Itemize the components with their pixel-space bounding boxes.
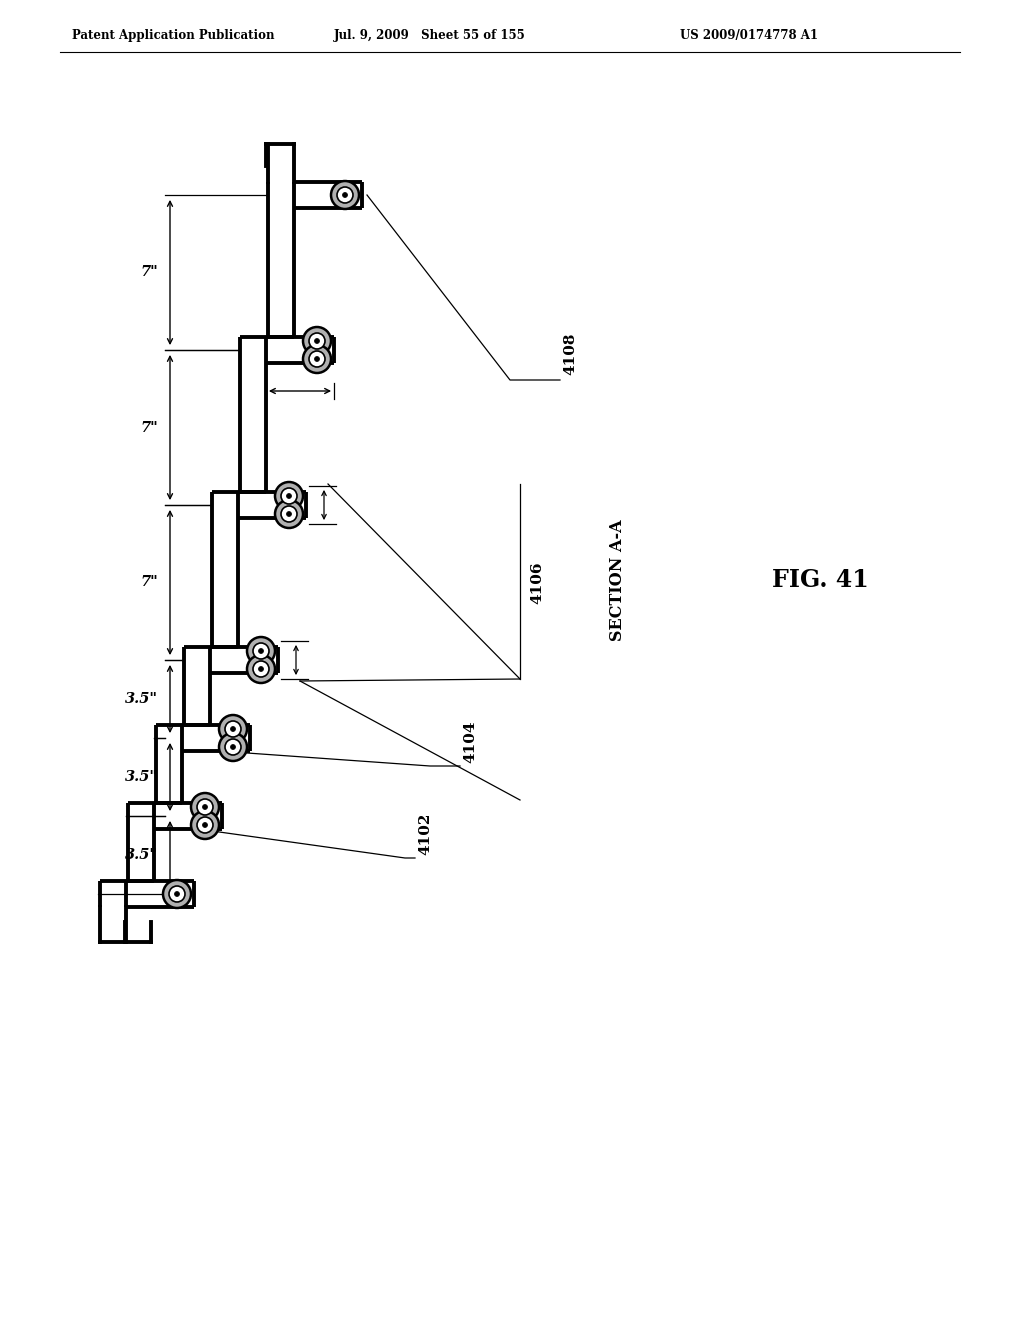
Circle shape [174,891,179,896]
Circle shape [253,643,269,659]
Circle shape [287,494,292,499]
Circle shape [309,333,325,348]
Circle shape [275,500,303,528]
Text: 7": 7" [140,421,158,434]
Text: FIG. 41: FIG. 41 [772,568,868,591]
Circle shape [219,733,247,762]
Circle shape [309,351,325,367]
Circle shape [287,511,292,516]
Text: Jul. 9, 2009   Sheet 55 of 155: Jul. 9, 2009 Sheet 55 of 155 [334,29,526,41]
Circle shape [225,739,241,755]
Circle shape [191,810,219,840]
Text: 7": 7" [140,265,158,280]
Circle shape [331,181,359,209]
Circle shape [253,661,269,677]
Text: 7": 7" [140,576,158,590]
Circle shape [275,482,303,510]
Circle shape [281,506,297,521]
Circle shape [230,744,236,750]
Text: SECTION A-A: SECTION A-A [609,519,627,640]
Circle shape [225,721,241,737]
Text: Patent Application Publication: Patent Application Publication [72,29,274,41]
Text: 4108: 4108 [563,333,577,375]
Text: 3.5": 3.5" [125,770,158,784]
Circle shape [197,817,213,833]
Circle shape [303,327,331,355]
Circle shape [163,880,191,908]
Circle shape [303,345,331,374]
Circle shape [258,667,263,672]
Text: US 2009/0174778 A1: US 2009/0174778 A1 [680,29,818,41]
Circle shape [342,193,347,198]
Circle shape [337,187,353,203]
Circle shape [219,715,247,743]
Circle shape [197,799,213,814]
Text: 3.5": 3.5" [125,847,158,862]
Circle shape [169,886,185,902]
Text: 4106: 4106 [530,561,544,603]
Circle shape [230,726,236,731]
Circle shape [191,793,219,821]
Circle shape [314,356,319,362]
Circle shape [203,822,208,828]
Circle shape [258,648,263,653]
Circle shape [203,804,208,809]
Text: 4102: 4102 [418,813,432,855]
Text: 4104: 4104 [463,721,477,763]
Circle shape [247,638,275,665]
Circle shape [281,488,297,504]
Circle shape [314,338,319,343]
Text: 3.5": 3.5" [125,692,158,706]
Circle shape [247,655,275,682]
